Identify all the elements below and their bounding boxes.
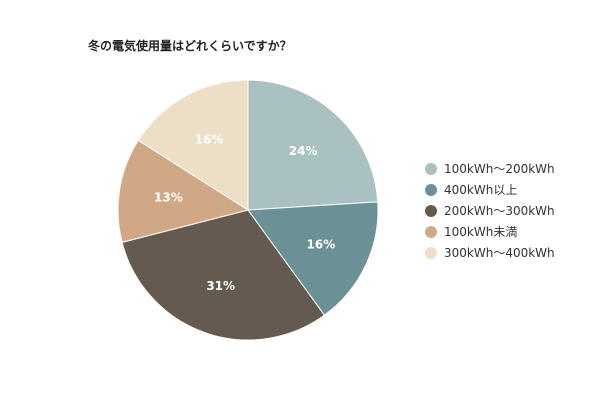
legend-item-1: 100kWh～200kWh [425,158,555,179]
legend-item-2: 400kWh以上 [425,179,555,200]
chart-title: 冬の電気使用量はどれくらいですか？ [88,39,292,53]
pie-slice-5 [137,79,249,211]
slice-data-label-4: 13% [154,190,183,204]
pie-slice-3 [121,209,326,341]
slice-data-label-3: 31% [206,279,235,293]
legend-label-4: 100kWh未満 [444,225,518,239]
legend-swatch-2 [425,183,437,196]
slice-data-label-5: 16% [195,132,224,146]
legend-label-1: 100kWh～200kWh [444,162,555,176]
legend-swatch-1 [425,162,437,175]
pie-slices [117,79,379,341]
pie-slice-4 [117,139,250,243]
legend-item-4: 100kWh未満 [425,221,555,242]
legend-swatch-5 [425,246,437,259]
pie-slice-labels: 24% 16% 31% 13% 16% [154,132,335,292]
legend-item-3: 200kWh～300kWh [425,200,555,221]
legend-swatch-3 [425,204,437,217]
legend-label-3: 200kWh～300kWh [444,204,555,218]
legend-label-2: 400kWh以上 [444,183,518,197]
pie-slice-2 [247,201,379,316]
legend-item-5: 300kWh～400kWh [425,242,555,263]
legend-swatch-4 [425,225,437,238]
slice-data-label-1: 24% [289,144,318,158]
slice-data-label-2: 16% [307,237,336,251]
pie-slice-1 [247,79,379,211]
chart-legend: 100kWh～200kWh 400kWh以上 200kWh～300kWh 100kWh… [425,158,555,263]
legend-label-5: 300kWh～400kWh [444,246,555,260]
